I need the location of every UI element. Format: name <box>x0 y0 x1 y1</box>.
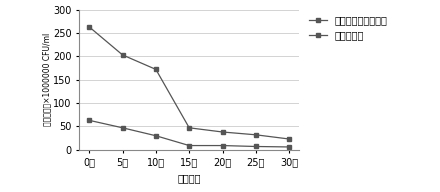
普通发酵奶 <box>87 119 92 122</box>
生物保护菌种发酵奶 <box>187 127 192 129</box>
普通发酵奶 <box>253 145 259 148</box>
普通发酵奶 <box>120 127 125 129</box>
Y-axis label: 乳酸菌菌数×1000000 CFU/ml: 乳酸菌菌数×1000000 CFU/ml <box>43 33 51 126</box>
生物保护菌种发酵奶 <box>120 54 125 56</box>
Line: 生物保护菌种发酵奶: 生物保护菌种发酵奶 <box>87 24 292 142</box>
普通发酵奶 <box>286 146 292 148</box>
Legend: 生物保护菌种发酵奶, 普通发酵奶: 生物保护菌种发酵奶, 普通发酵奶 <box>308 14 389 41</box>
普通发酵奶 <box>220 144 225 147</box>
生物保护菌种发酵奶 <box>286 138 292 140</box>
生物保护菌种发酵奶 <box>220 131 225 133</box>
普通发酵奶 <box>187 144 192 147</box>
X-axis label: 储存时间: 储存时间 <box>177 173 201 183</box>
生物保护菌种发酵奶 <box>253 134 259 136</box>
Line: 普通发酵奶: 普通发酵奶 <box>87 118 292 149</box>
生物保护菌种发酵奶 <box>87 26 92 28</box>
普通发酵奶 <box>153 135 158 137</box>
生物保护菌种发酵奶 <box>153 68 158 70</box>
